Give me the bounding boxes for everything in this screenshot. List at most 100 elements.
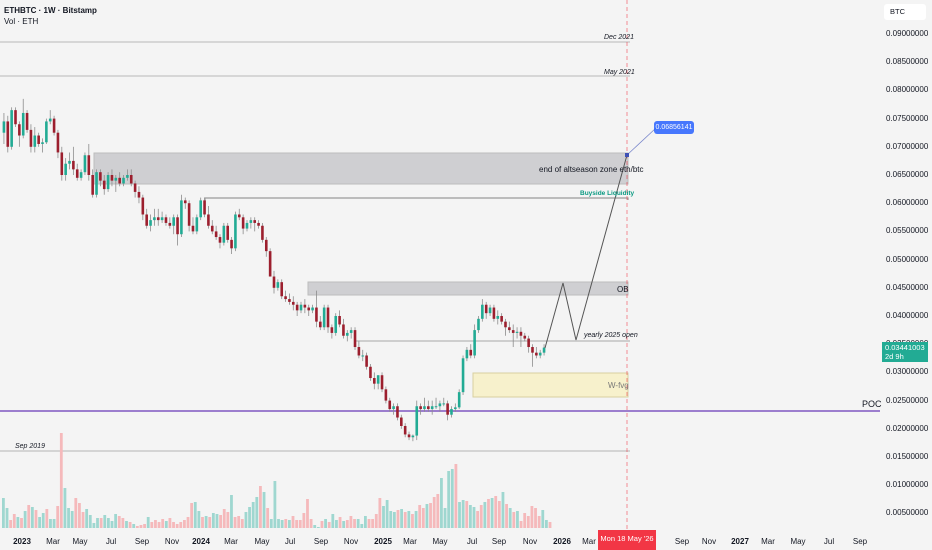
candle-body: [60, 152, 64, 175]
volume-bar: [150, 522, 154, 528]
volume-bar: [266, 508, 270, 528]
volume-bar: [476, 511, 480, 528]
volume-bar: [5, 508, 9, 528]
volume-bar: [63, 488, 67, 528]
candle-body: [10, 110, 13, 147]
volume-bar: [548, 522, 552, 528]
volume-bar: [519, 521, 523, 528]
volume-bar: [230, 495, 233, 528]
candle-body: [21, 112, 25, 136]
candle-body: [430, 406, 434, 410]
candle-body: [79, 172, 83, 178]
candle-body: [253, 220, 257, 223]
volume-bar: [342, 521, 346, 528]
volume-bar: [287, 520, 291, 528]
price-tick: 0.09000000: [886, 29, 929, 38]
volume-bar: [143, 524, 146, 528]
volume-bar: [298, 520, 302, 528]
symbol-header: ETHBTC · 1W · Bitstamp Vol · ETH: [4, 5, 97, 27]
candle-body: [342, 324, 345, 336]
volume-bar: [407, 511, 411, 528]
volume-bar: [45, 509, 49, 528]
candle-body: [288, 299, 291, 302]
candle-body: [469, 349, 473, 356]
candle-body: [91, 175, 94, 195]
candle-body: [515, 331, 519, 333]
target-price-label[interactable]: 0.06856141: [654, 121, 694, 134]
candle-body: [68, 160, 71, 164]
candle-body: [203, 200, 206, 215]
volume-bar: [360, 524, 364, 528]
volume-bar: [67, 508, 70, 528]
volume-bar: [135, 526, 139, 528]
volume-bar: [526, 516, 530, 528]
candle-body: [473, 330, 476, 356]
dec-2021-label: Dec 2021: [604, 34, 634, 41]
volume-bar: [356, 519, 360, 528]
time-tick: 2023: [13, 537, 31, 546]
candle-body: [126, 175, 129, 178]
candle-body: [6, 121, 10, 147]
candle-body: [492, 307, 496, 319]
volume-bar: [215, 514, 219, 528]
price-tick: 0.05000000: [886, 254, 929, 264]
volume-bar: [16, 517, 20, 528]
time-tick: Jul: [105, 537, 117, 546]
candle-body: [41, 142, 44, 144]
candle-body: [187, 203, 191, 226]
volume-bar: [139, 525, 143, 528]
candle-body: [149, 220, 152, 226]
volume-bar: [534, 508, 537, 528]
candle-body: [45, 121, 48, 143]
price-tick: 0.04000000: [886, 311, 929, 320]
candle-body: [156, 217, 160, 221]
time-tick: Nov: [701, 537, 717, 546]
price-tick: 0.06500000: [886, 170, 929, 179]
volume-bar: [367, 519, 371, 528]
price-tick: 0.01000000: [886, 480, 929, 490]
candle-body: [261, 225, 264, 240]
candle-body: [346, 332, 349, 336]
candle-body: [400, 417, 403, 426]
candle-body: [214, 231, 218, 238]
time-tick: Sep: [313, 537, 329, 546]
candle-body: [145, 214, 148, 226]
currency-button[interactable]: BTC: [884, 4, 926, 20]
volume-bar: [349, 516, 353, 528]
candle-body: [195, 217, 199, 232]
price-tick: 0.04500000: [886, 282, 929, 292]
candle-body: [388, 400, 392, 410]
volume-bar: [56, 506, 60, 528]
candle-body: [83, 155, 87, 173]
candle-body: [427, 406, 430, 410]
volume-bar: [396, 510, 400, 528]
time-tick: Mar: [46, 537, 60, 546]
candle-body: [311, 307, 314, 311]
candle-body: [183, 200, 187, 204]
candle-body: [484, 304, 488, 314]
candle-body: [457, 392, 461, 408]
candle-body: [411, 435, 415, 438]
volume-bar: [382, 506, 385, 528]
candle-body: [481, 304, 484, 319]
volume-bar: [440, 478, 443, 528]
candle-body: [72, 160, 75, 170]
price-tick: 0.08000000: [886, 85, 929, 95]
volume-bar: [418, 505, 422, 528]
target-point: [625, 153, 629, 157]
candle-body: [373, 378, 376, 384]
candle-body: [33, 135, 37, 147]
candle-body: [64, 163, 67, 175]
candle-body: [257, 222, 260, 226]
volume-bar: [9, 520, 13, 528]
time-tick: May: [432, 537, 448, 546]
price-tick: 0.01500000: [886, 452, 929, 461]
volume-bar: [501, 492, 505, 528]
candle-body: [407, 434, 411, 438]
volume-bar: [204, 516, 208, 528]
volume-bar: [432, 497, 436, 528]
time-tick: Sep: [491, 537, 507, 546]
volume-bar: [335, 520, 338, 528]
candle-body: [164, 217, 168, 223]
